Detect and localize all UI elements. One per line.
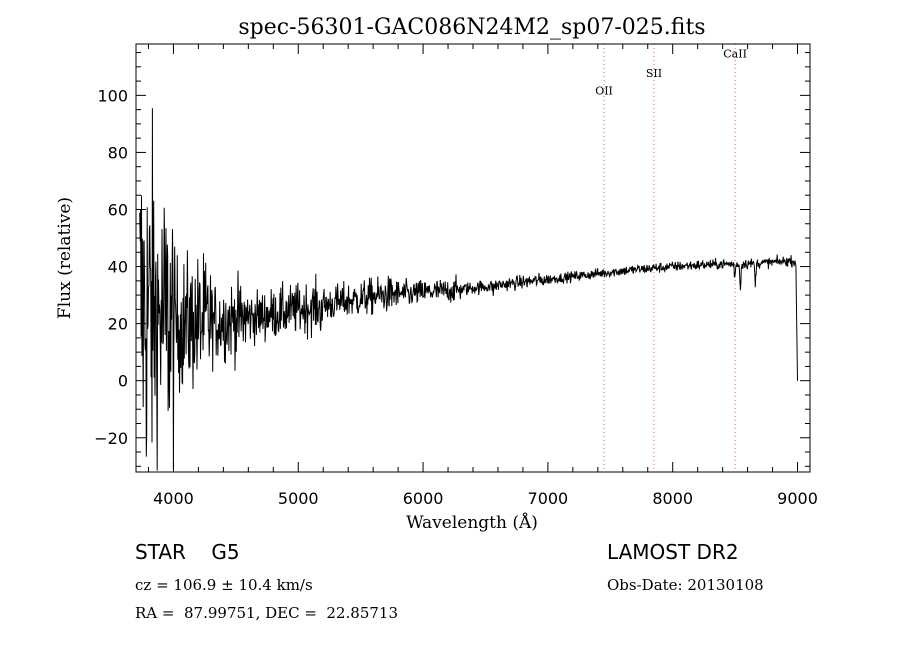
y-tick-label: 20 [108, 315, 128, 334]
x-axis-label: Wavelength (Å) [406, 512, 538, 533]
x-tick-label: 7000 [528, 489, 569, 508]
y-tick-label: 100 [97, 86, 128, 105]
y-tick-label: 0 [118, 372, 128, 391]
y-tick-label: 60 [108, 200, 128, 219]
ra-dec: RA = 87.99751, DEC = 22.85713 [135, 604, 399, 622]
x-tick-label: 5000 [278, 489, 319, 508]
chart-title: spec-56301-GAC086N24M2_sp07-025.fits [238, 15, 705, 40]
x-tick-labels: 4000 5000 6000 7000 8000 9000 [153, 489, 818, 508]
y-tick-labels: −20 0 20 40 60 80 100 [94, 86, 128, 447]
y-axis-label: Flux (relative) [55, 197, 75, 319]
spectrum-series [139, 108, 798, 471]
marker-labels: OII SII CaII [595, 47, 747, 97]
x-tick-label: 9000 [777, 489, 818, 508]
y-tick-label: 80 [108, 143, 128, 162]
survey-name: LAMOST DR2 [607, 540, 739, 564]
plot-frame [135, 43, 811, 473]
axis-ticks [136, 44, 810, 472]
x-tick-label: 8000 [652, 489, 693, 508]
redshift-cz: cz = 106.9 ± 10.4 km/s [135, 576, 313, 594]
y-tick-label: 40 [108, 258, 128, 277]
y-tick-label: −20 [94, 429, 128, 448]
object-class: STAR G5 [135, 540, 240, 564]
x-tick-label: 6000 [403, 489, 444, 508]
marker-lines [603, 44, 736, 472]
spectrum-line [139, 108, 798, 471]
x-tick-label: 4000 [153, 489, 194, 508]
observation-date: Obs-Date: 20130108 [607, 576, 764, 594]
marker-label-caii: CaII [723, 47, 747, 60]
marker-label-oii: OII [595, 84, 613, 97]
marker-label-sii: SII [646, 67, 662, 80]
